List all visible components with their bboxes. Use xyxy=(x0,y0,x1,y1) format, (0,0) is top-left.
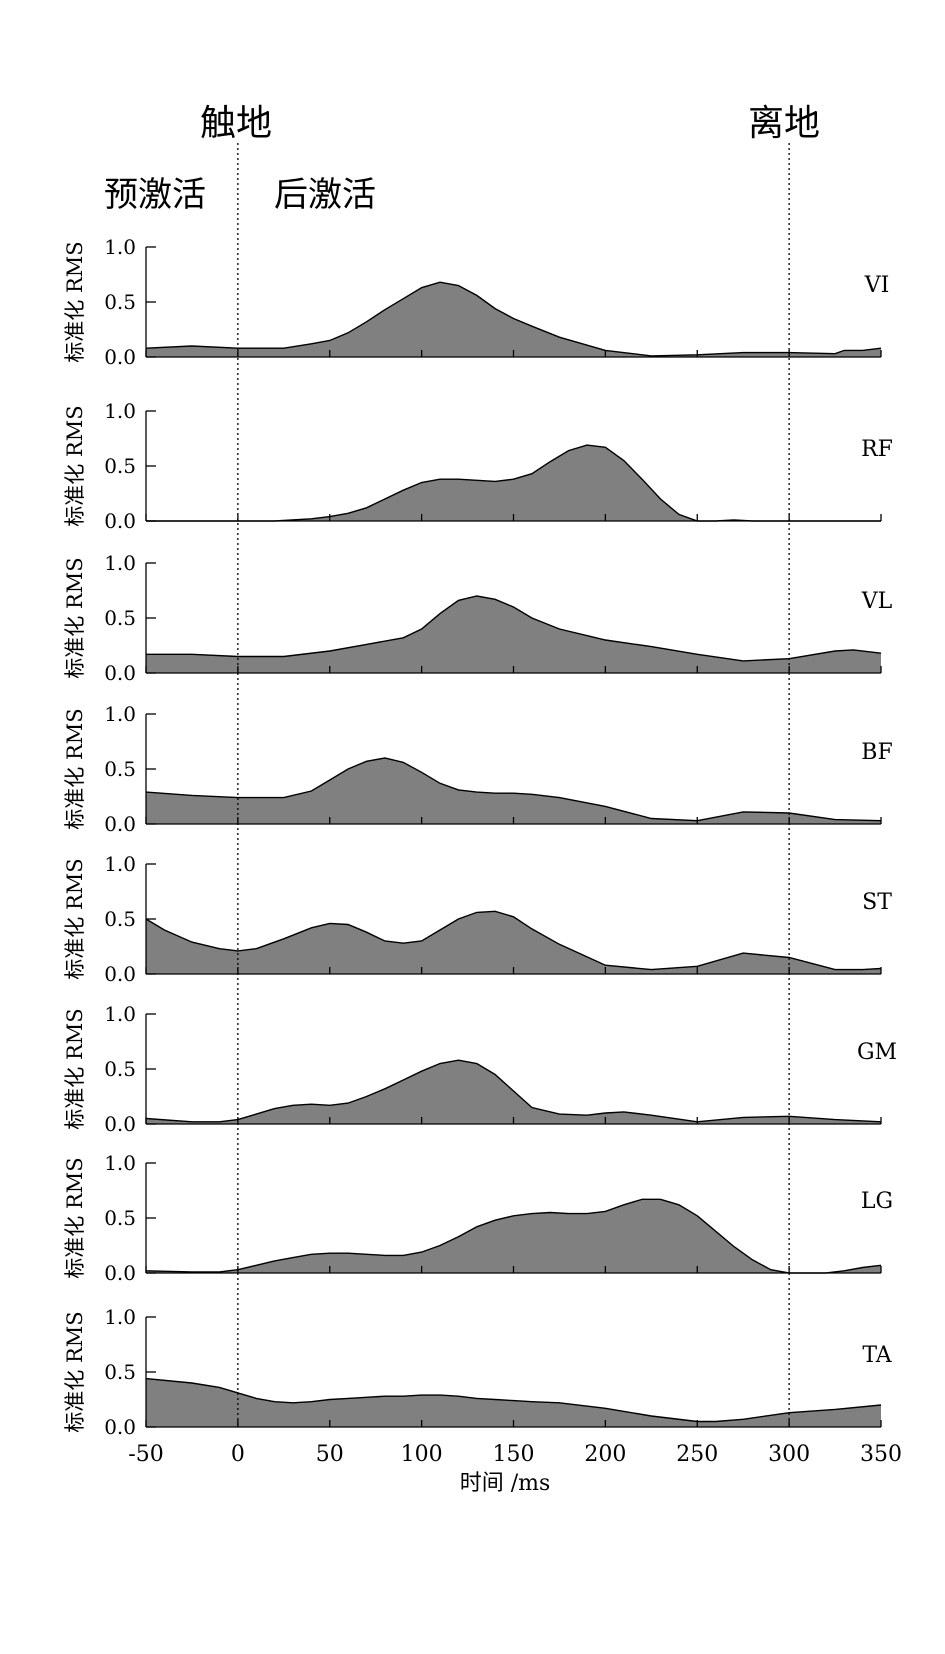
y-tick-label: 1.0 xyxy=(104,702,136,726)
toeoff-label: 离地 xyxy=(748,103,820,144)
series-label-lg: LG xyxy=(861,1189,893,1214)
panel-bf: 0.0 0.5 1.0 标准化 RMS BF xyxy=(63,702,893,836)
y-tick-label: 1.0 xyxy=(104,399,136,423)
y-tick-label: 0.0 xyxy=(104,345,136,369)
y-tick-label: 1.0 xyxy=(104,1151,136,1175)
area-vi xyxy=(146,282,881,357)
y-tick-label: 0.5 xyxy=(104,290,136,314)
y-tick-label: 0.5 xyxy=(104,757,136,781)
touchdown-label: 触地 xyxy=(200,103,272,144)
area-bf xyxy=(146,758,881,824)
x-tick-label: -50 xyxy=(128,1442,163,1467)
series-label-gm: GM xyxy=(857,1040,897,1065)
area-rf xyxy=(146,445,881,521)
y-tick-label: 0.0 xyxy=(104,509,136,533)
x-axis-label: 时间 /ms xyxy=(460,1471,551,1496)
y-tick-label: 0.0 xyxy=(104,962,136,986)
pre-activation-label: 预激活 xyxy=(104,175,206,215)
y-tick-label: 0.0 xyxy=(104,1415,136,1439)
y-tick-label: 0.5 xyxy=(104,606,136,630)
y-axis-label: 标准化 RMS xyxy=(63,241,87,362)
y-axis-label: 标准化 RMS xyxy=(63,405,87,526)
line-lg xyxy=(145,1198,882,1274)
x-tick-label: 200 xyxy=(584,1442,626,1467)
x-tick-label: 100 xyxy=(401,1442,443,1467)
panel-st: 0.0 0.5 1.0 标准化 RMS ST xyxy=(63,852,892,986)
y-tick-label: 0.5 xyxy=(104,1206,136,1230)
y-tick-label: 0.5 xyxy=(104,907,136,931)
line-gm xyxy=(145,1059,882,1123)
panel-vl: 0.0 0.5 1.0 标准化 RMS VL xyxy=(63,551,893,685)
y-axis-label: 标准化 RMS xyxy=(63,1311,87,1432)
y-tick-label: 0.0 xyxy=(104,812,136,836)
y-axis-label: 标准化 RMS xyxy=(63,1008,87,1129)
panel-gm: 0.0 0.5 1.0 标准化 RMS GM xyxy=(63,1002,897,1136)
y-axis-label: 标准化 RMS xyxy=(63,708,87,829)
x-tick-label: 50 xyxy=(316,1442,344,1467)
line-ta xyxy=(145,1377,882,1423)
area-vl xyxy=(146,596,881,673)
y-tick-label: 0.5 xyxy=(104,1360,136,1384)
area-st xyxy=(146,911,881,974)
line-vl xyxy=(146,595,882,662)
y-axis-label: 标准化 RMS xyxy=(63,858,87,979)
y-tick-label: 1.0 xyxy=(104,1305,136,1329)
line-rf xyxy=(146,444,881,522)
y-tick-label: 1.0 xyxy=(104,551,136,575)
panel-vi: 0.0 0.5 1.0 标准化 RMS VI xyxy=(63,235,889,369)
y-tick-label: 0.0 xyxy=(104,661,136,685)
line-st xyxy=(145,910,882,971)
x-tick-label: 250 xyxy=(676,1442,718,1467)
area-ta xyxy=(146,1378,881,1427)
y-tick-label: 1.0 xyxy=(104,852,136,876)
area-lg xyxy=(146,1199,881,1273)
panel-lg: 0.0 0.5 1.0 标准化 RMS LG xyxy=(63,1151,893,1285)
post-activation-label: 后激活 xyxy=(274,175,376,215)
panel-ta: 0.0 0.5 1.0 标准化 RMS TA xyxy=(63,1305,893,1439)
series-label-st: ST xyxy=(862,890,892,915)
y-tick-label: 1.0 xyxy=(104,235,136,259)
series-label-vi: VI xyxy=(864,273,890,298)
x-tick-label: 300 xyxy=(768,1442,810,1467)
y-tick-label: 1.0 xyxy=(104,1002,136,1026)
x-tick-label: 350 xyxy=(860,1442,902,1467)
x-tick-label: 150 xyxy=(493,1442,535,1467)
series-label-bf: BF xyxy=(861,740,892,765)
series-label-ta: TA xyxy=(862,1343,892,1368)
panel-rf: 0.0 0.5 1.0 标准化 RMS RF xyxy=(63,399,893,533)
y-tick-label: 0.5 xyxy=(104,1057,136,1081)
y-tick-label: 0.0 xyxy=(104,1261,136,1285)
y-tick-label: 0.5 xyxy=(104,454,136,478)
y-tick-label: 0.0 xyxy=(104,1112,136,1136)
series-label-rf: RF xyxy=(861,437,893,462)
series-label-vl: VL xyxy=(861,589,893,614)
y-axis-label: 标准化 RMS xyxy=(63,1157,87,1278)
y-axis-label: 标准化 RMS xyxy=(63,557,87,678)
x-axis: -50 0 50 100 150 200 250 300 350 xyxy=(128,1442,902,1467)
area-gm xyxy=(146,1060,881,1124)
line-vi xyxy=(145,281,882,357)
x-tick-label: 0 xyxy=(231,1442,245,1467)
